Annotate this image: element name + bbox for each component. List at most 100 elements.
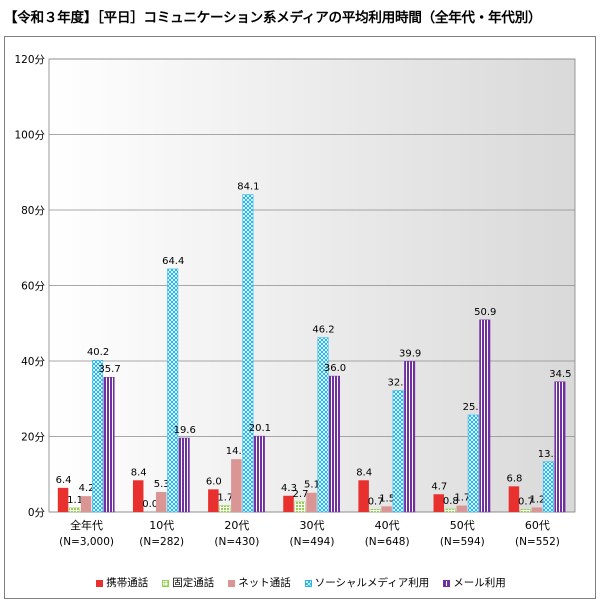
data-label: 50.9: [474, 307, 496, 318]
data-label: 35.7: [98, 364, 120, 375]
x-tick-sample-size: (N=648): [365, 536, 410, 548]
legend-swatch: [443, 579, 451, 587]
data-label: 13.3: [538, 449, 560, 460]
legend-label: メール利用: [453, 577, 506, 589]
data-label: 6.8: [506, 473, 522, 484]
bar-3-0: [92, 359, 104, 513]
data-label: 4.2: [79, 483, 95, 494]
bar-2-1: [155, 491, 167, 512]
bar-0-3: [283, 495, 294, 512]
data-label: 84.1: [237, 182, 259, 193]
bar-1-2: [219, 505, 231, 513]
bar-1-0: [69, 507, 81, 513]
legend-item-4: メール利用: [443, 575, 506, 590]
data-label: 1.7: [454, 493, 470, 504]
x-tick-label: 40代: [375, 519, 400, 532]
bar-3-3: [317, 337, 329, 513]
data-label: 8.4: [356, 467, 372, 478]
bar-3-6: [542, 461, 554, 513]
data-label: 20.1: [249, 423, 271, 434]
legend: 携帯通話 固定通話 ネット通話 ソーシャルメディア利用 メール利用: [5, 575, 597, 590]
bar-1-4: [369, 509, 381, 513]
data-label: 1.1: [67, 495, 83, 506]
legend-label: 固定通話: [172, 577, 215, 589]
x-tick-label: 50代: [450, 519, 475, 532]
chart-area: 0分 20分 40分 60分 80分 100分 120分 6.4 1.1 4.2 40.2 35.7 全…: [4, 36, 596, 599]
data-label: 4.7: [431, 481, 447, 492]
legend-label: ネット通話: [238, 577, 291, 589]
bar-0-6: [508, 486, 520, 512]
legend-swatch: [162, 579, 170, 587]
x-tick-sample-size: (N=3,000): [59, 536, 114, 548]
data-label: 32.2: [388, 377, 410, 388]
bar-4-2: [253, 435, 265, 513]
x-tick-sample-size: (N=594): [440, 536, 485, 548]
data-label: 4.3: [281, 483, 297, 494]
legend-label: 携帯通話: [106, 577, 149, 589]
bar-3-5: [467, 414, 479, 513]
data-label: 1.7: [217, 493, 233, 504]
data-label: 0.0: [142, 499, 158, 510]
data-label: 5.3: [154, 479, 170, 490]
bar-0-4: [358, 480, 369, 512]
y-tick-label: 120分: [14, 54, 45, 66]
y-tick-label: 80分: [21, 205, 45, 217]
legend-item-0: 携帯通話: [96, 575, 148, 590]
data-label: 34.5: [549, 369, 571, 380]
data-label: 8.4: [131, 467, 147, 478]
bar-2-4: [381, 506, 392, 512]
data-label: 2.7: [293, 489, 309, 500]
data-label: 6.0: [206, 476, 222, 487]
bar-1-6: [519, 509, 531, 513]
bar-3-1: [167, 268, 179, 513]
bar-0-2: [208, 489, 219, 512]
bar-0-0: [57, 487, 69, 512]
y-tick-label: 0分: [28, 507, 46, 519]
bar-4-1: [178, 437, 190, 513]
bar-2-5: [456, 505, 468, 512]
x-tick-label: 60代: [525, 519, 550, 532]
y-tick-label: 100分: [14, 130, 45, 142]
legend-label: ソーシャルメディア利用: [314, 577, 430, 589]
chart-title: 【令和３年度】［平日］コミュニケーション系メディアの平均利用時間（全年代・年代別…: [4, 10, 542, 26]
legend-item-3: ソーシャルメディア利用: [304, 575, 430, 590]
legend-item-2: ネット通話: [228, 575, 291, 590]
x-tick-sample-size: (N=430): [214, 536, 259, 548]
bar-4-5: [479, 319, 491, 513]
bar-1-5: [444, 508, 456, 513]
legend-item-1: 固定通話: [162, 575, 214, 590]
data-label: 19.6: [174, 425, 196, 436]
data-label: 46.2: [312, 325, 334, 336]
x-tick-label: 20代: [224, 519, 249, 532]
data-label: 40.2: [87, 347, 109, 358]
bar-4-6: [554, 381, 566, 513]
data-label: 5.1: [304, 480, 320, 491]
x-tick-label: 10代: [149, 519, 174, 532]
x-tick-label: 全年代: [70, 518, 103, 532]
data-label: 1.2: [529, 494, 545, 505]
data-label: 0.7: [368, 496, 384, 507]
legend-swatch: [96, 579, 104, 587]
y-tick-label: 20分: [21, 432, 45, 444]
bar-2-6: [531, 507, 543, 512]
bar-2-3: [306, 492, 317, 512]
data-label: 36.0: [324, 363, 346, 374]
x-tick-sample-size: (N=552): [515, 536, 560, 548]
bar-1-3: [294, 501, 306, 513]
data-label: 6.4: [56, 475, 72, 486]
x-tick-label: 30代: [300, 519, 325, 532]
data-label: 14.0: [226, 446, 248, 457]
data-label: 1.5: [379, 493, 395, 504]
legend-swatch: [228, 579, 236, 587]
bar-3-2: [242, 194, 254, 513]
y-tick-label: 40分: [21, 356, 45, 368]
bar-2-2: [231, 459, 242, 512]
legend-swatch: [304, 579, 312, 587]
data-label: 39.9: [399, 348, 421, 359]
data-label: 64.4: [162, 256, 184, 267]
bar-3-4: [392, 390, 404, 513]
bar-4-4: [404, 361, 416, 513]
bar-0-1: [132, 480, 144, 512]
bar-4-3: [329, 375, 340, 513]
data-label: 25.7: [463, 402, 485, 413]
